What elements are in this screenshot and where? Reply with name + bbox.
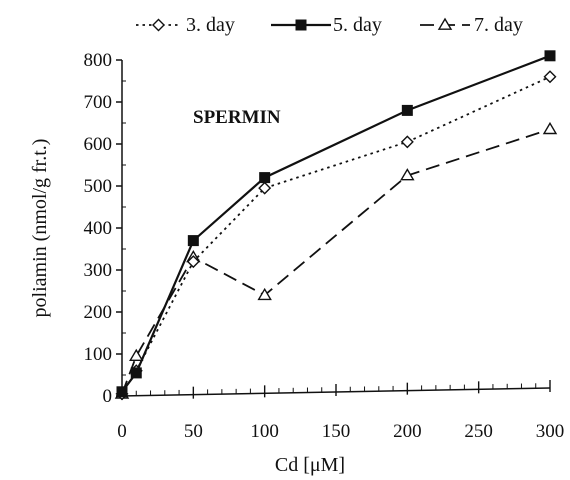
x-tick-label: 200: [393, 421, 422, 442]
data-point-diamond: [400, 135, 414, 149]
y-tick-label: 500: [84, 176, 113, 197]
legend-marker-triangle: [437, 17, 453, 30]
series-line-3-day: [121, 75, 551, 395]
data-point-diamond: [543, 70, 557, 84]
data-point-square: [130, 367, 142, 379]
x-tick-label: 250: [464, 421, 493, 442]
y-tick-label: 800: [84, 50, 113, 71]
data-point-diamond: [186, 255, 200, 269]
data-point-triangle: [400, 168, 415, 181]
data-point-square: [259, 172, 271, 184]
data-point-triangle: [257, 287, 272, 301]
x-tick-label: 50: [184, 421, 203, 442]
y-tick-label: 400: [84, 218, 113, 239]
legend-marker-square: [295, 19, 307, 31]
legend: 3. day 5. day 7. day: [136, 14, 523, 36]
legend-label: 3. day: [186, 14, 235, 36]
y-tick-label: 200: [84, 302, 113, 323]
data-point-square: [544, 50, 556, 62]
data-point-square: [116, 386, 128, 398]
data-point-triangle: [129, 348, 144, 361]
data-point-square: [401, 104, 413, 116]
y-tick-label: 300: [84, 260, 113, 281]
series-line-7-day: [121, 128, 551, 395]
y-tick-label: 600: [84, 134, 113, 155]
y-axis-title: poliamin (nmol/g fr.t.): [29, 139, 51, 318]
x-axis-title: Cd [μM]: [275, 454, 345, 476]
y-tick-label: 700: [84, 92, 113, 113]
legend-label: 7. day: [474, 14, 523, 36]
y-tick-label: 0: [103, 386, 113, 407]
plot-area: 0 100 200 300 400 500 600 700 800 0 50 100 150 200 250…: [84, 50, 565, 442]
y-tick-label: 100: [84, 344, 113, 365]
x-tick-label: 150: [322, 421, 351, 442]
x-tick-label: 100: [250, 421, 279, 442]
data-point-square: [187, 235, 199, 247]
legend-label: 5. day: [333, 14, 382, 36]
data-point-diamond: [258, 181, 272, 195]
x-tick-label: 300: [536, 421, 565, 442]
chart-annotation: SPERMIN: [193, 107, 281, 128]
x-tick-label: 0: [117, 421, 127, 442]
data-point-triangle: [542, 121, 558, 135]
legend-marker-diamond: [152, 18, 165, 32]
